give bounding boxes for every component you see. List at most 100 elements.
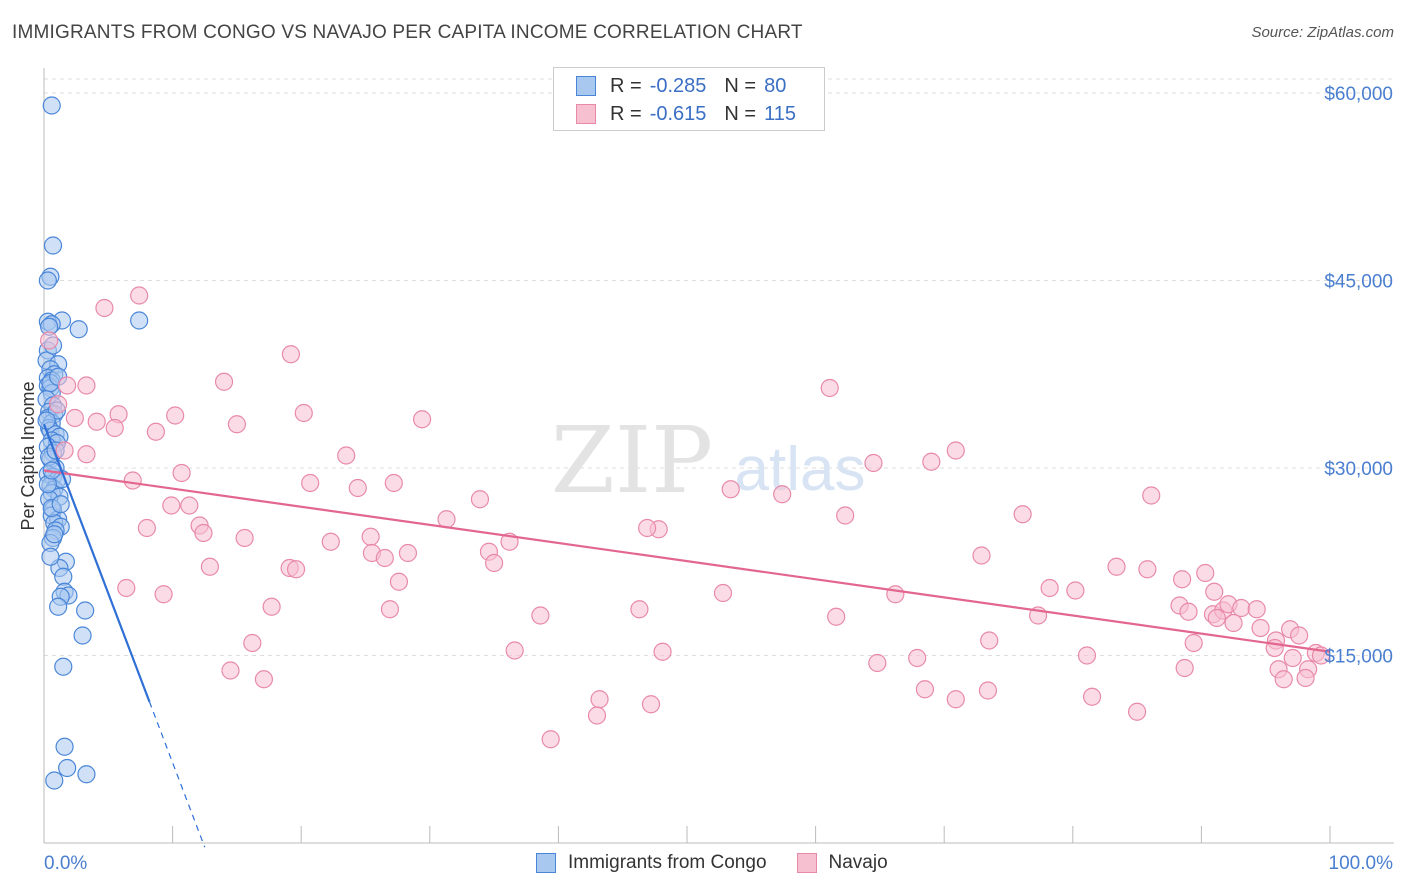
navajo-point <box>361 527 380 546</box>
navajo-point <box>1077 646 1097 665</box>
navajo-point <box>1175 658 1194 678</box>
navajo-point <box>117 578 136 598</box>
navajo-point <box>827 607 846 626</box>
y-tick-label: $15,000 <box>1324 647 1393 668</box>
navajo-point <box>380 600 400 619</box>
navajo-point <box>1283 648 1302 668</box>
watermark-zip: ZIP <box>551 407 713 514</box>
r-value: -0.615 <box>649 102 707 125</box>
chart-title: IMMIGRANTS FROM CONGO VS NAVAJO PER CAPI… <box>12 22 803 43</box>
navajo-point <box>980 631 999 650</box>
navajo-point <box>713 583 733 603</box>
navajo-point <box>946 441 965 460</box>
congo-point <box>41 547 60 566</box>
navajo-point <box>166 406 185 425</box>
navajo-point <box>384 473 403 493</box>
legend-item-congo[interactable]: Immigrants from Congo <box>536 852 767 874</box>
navajo-point <box>389 572 409 591</box>
legend-swatch-congo <box>536 853 556 873</box>
navajo-point <box>301 473 320 493</box>
navajo-point <box>1205 582 1224 601</box>
navajo-point <box>915 680 935 699</box>
n-label: N = <box>724 102 757 125</box>
grid-layer <box>44 78 1394 656</box>
y-tick-label: $30,000 <box>1324 459 1393 480</box>
navajo-point <box>864 453 883 473</box>
navajo-point <box>214 372 234 391</box>
navajo-point <box>40 331 59 350</box>
series-legend: Immigrants from Congo Navajo <box>536 852 918 874</box>
congo-point <box>45 771 64 790</box>
navajo-point <box>123 471 142 490</box>
x-tick-label-min: 0.0% <box>44 853 87 874</box>
trend-line-congo <box>42 423 151 703</box>
axes-layer <box>43 68 1394 844</box>
legend-label-navajo: Navajo <box>828 852 888 873</box>
congo-point <box>55 737 74 756</box>
navajo-point <box>1066 581 1085 600</box>
navajo-point <box>820 378 839 398</box>
r-label: R = <box>610 74 642 97</box>
navajo-point <box>77 376 96 395</box>
congo-point <box>69 320 88 339</box>
r-value: -0.285 <box>649 74 707 97</box>
trend-lines <box>42 423 1331 848</box>
navajo-point <box>1290 626 1309 645</box>
y-tick-label: $60,000 <box>1324 84 1393 105</box>
navajo-point <box>978 681 998 700</box>
navajo-point <box>55 441 74 460</box>
navajo-point <box>162 496 181 515</box>
congo-point <box>54 567 73 586</box>
trend-line-navajo <box>43 469 1331 653</box>
navajo-point <box>130 286 149 305</box>
navajo-point <box>590 690 609 709</box>
navajo-point <box>286 560 306 579</box>
n-value: 80 <box>764 74 787 97</box>
navajo-point <box>972 546 991 565</box>
navajo-point <box>58 376 77 395</box>
navajo-point <box>922 452 941 471</box>
navajo-point <box>146 422 165 441</box>
navajo-point <box>1296 668 1315 688</box>
congo-point <box>38 271 57 290</box>
navajo-point <box>773 485 792 504</box>
series-congo-points <box>37 96 149 790</box>
navajo-point <box>638 518 657 538</box>
navajo-point <box>531 606 550 625</box>
navajo-point <box>95 298 114 318</box>
navajo-point <box>505 641 524 660</box>
navajo-point <box>154 585 173 604</box>
navajo-point <box>1082 687 1102 706</box>
legend-item-navajo[interactable]: Navajo <box>796 852 888 874</box>
navajo-point <box>437 510 456 529</box>
trend-line-congo-extrapolated <box>148 701 206 848</box>
navajo-point <box>1173 570 1192 589</box>
navajo-point <box>221 661 240 680</box>
navajo-point <box>587 706 607 725</box>
navajo-point <box>653 642 672 661</box>
navajo-point <box>886 585 905 604</box>
congo-point <box>42 96 61 115</box>
legend-swatch-navajo <box>796 853 817 873</box>
navajo-point <box>1107 557 1126 576</box>
navajo-point <box>908 648 927 668</box>
navajo-point <box>254 670 274 689</box>
navajo-point <box>105 418 124 438</box>
navajo-point <box>1247 600 1266 619</box>
r-label: R = <box>610 102 642 125</box>
navajo-point <box>1207 608 1226 628</box>
congo-point <box>37 411 56 430</box>
congo-point <box>54 657 73 676</box>
navajo-point <box>868 653 887 673</box>
navajo-point <box>946 690 965 709</box>
navajo-point <box>641 695 661 714</box>
navajo-point <box>180 496 199 515</box>
congo-point <box>73 626 92 645</box>
navajo-point <box>65 408 84 428</box>
navajo-point <box>348 478 367 498</box>
navajo-point <box>337 446 356 465</box>
navajo-point <box>470 490 490 509</box>
congo-point <box>45 525 64 544</box>
navajo-point <box>200 557 219 576</box>
